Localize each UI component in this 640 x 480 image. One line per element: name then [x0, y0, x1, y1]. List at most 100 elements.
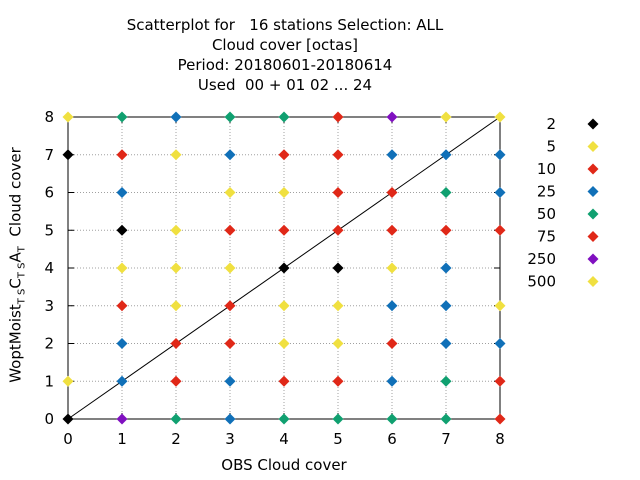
- x-tick-label: 1: [117, 430, 127, 448]
- data-point: [170, 375, 182, 387]
- data-point: [494, 338, 506, 349]
- legend-label: 50: [537, 205, 556, 223]
- chart-title-line-2: Cloud cover [octas]: [211, 36, 359, 54]
- data-point: [224, 413, 236, 425]
- data-point: [170, 413, 182, 425]
- data-point: [494, 149, 506, 161]
- data-point: [116, 187, 128, 198]
- data-point: [62, 375, 74, 387]
- data-point: [278, 262, 290, 274]
- x-tick-label: 4: [279, 430, 289, 448]
- data-point: [170, 338, 182, 349]
- data-point: [440, 111, 452, 123]
- data-point: [440, 338, 452, 349]
- data-point: [62, 111, 74, 123]
- data-point: [116, 413, 128, 425]
- x-axis-label: OBS Cloud cover: [221, 456, 347, 474]
- data-point: [224, 338, 236, 349]
- data-point: [440, 300, 452, 312]
- data-point: [170, 224, 182, 236]
- data-point: [332, 375, 344, 387]
- data-point: [224, 262, 236, 274]
- data-point: [494, 413, 506, 425]
- data-point: [116, 111, 128, 123]
- x-tick-label: 3: [225, 430, 235, 448]
- x-tick-label: 2: [171, 430, 181, 448]
- x-tick-label: 5: [333, 430, 343, 448]
- x-tick-label: 8: [495, 430, 505, 448]
- data-point: [494, 187, 506, 198]
- axis-ticks: 0 1 2 3 4 5 6 7 8 0 1 2 3 4 5 6 7 8: [44, 108, 504, 448]
- legend-marker: [587, 163, 599, 175]
- y-axis-label: WoptMoistT SCT SAT Cloud cover: [6, 147, 28, 383]
- data-point: [386, 262, 398, 274]
- data-point: [278, 224, 290, 236]
- data-point: [440, 375, 452, 387]
- legend-label: 25: [537, 183, 556, 201]
- legend-label: 75: [537, 228, 556, 246]
- data-point: [224, 111, 236, 123]
- legend-marker: [587, 186, 599, 197]
- data-point: [332, 413, 344, 425]
- legend-marker: [587, 141, 599, 152]
- data-point: [332, 224, 344, 236]
- data-point: [494, 224, 506, 236]
- data-point: [224, 300, 236, 312]
- data-point: [386, 338, 398, 349]
- data-point: [440, 413, 452, 425]
- data-point: [170, 111, 182, 123]
- data-point: [440, 224, 452, 236]
- data-point: [170, 300, 182, 312]
- data-point: [278, 338, 290, 349]
- y-tick-label: 7: [44, 146, 54, 164]
- x-tick-label: 6: [387, 430, 397, 448]
- legend-label: 2: [546, 115, 556, 133]
- data-point: [278, 187, 290, 198]
- data-point: [278, 149, 290, 161]
- legend-label: 5: [546, 138, 556, 156]
- y-tick-label: 3: [44, 297, 54, 315]
- legend-marker: [587, 208, 599, 220]
- data-point: [224, 187, 236, 198]
- legend-marker: [587, 231, 599, 242]
- legend-marker: [587, 253, 599, 265]
- y-tick-label: 0: [44, 410, 54, 428]
- data-point: [332, 149, 344, 161]
- y-tick-label: 8: [44, 108, 54, 126]
- legend-marker: [587, 118, 599, 130]
- data-point: [62, 149, 74, 161]
- data-point: [386, 413, 398, 425]
- data-point: [278, 111, 290, 123]
- y-tick-label: 4: [44, 259, 54, 277]
- x-tick-label: 7: [441, 430, 451, 448]
- data-point: [170, 262, 182, 274]
- data-points: [62, 111, 506, 425]
- data-point: [494, 300, 506, 312]
- data-point: [116, 338, 128, 349]
- data-point: [278, 413, 290, 425]
- x-tick-label: 0: [63, 430, 73, 448]
- data-point: [224, 224, 236, 236]
- data-point: [224, 149, 236, 161]
- data-point: [332, 338, 344, 349]
- data-point: [332, 187, 344, 198]
- chart-title-line-3: Period: 20180601-20180614: [177, 56, 393, 74]
- data-point: [332, 111, 344, 123]
- data-point: [386, 224, 398, 236]
- y-tick-label: 2: [44, 335, 54, 353]
- y-tick-label: 5: [44, 221, 54, 239]
- data-point: [116, 224, 128, 236]
- data-point: [116, 262, 128, 274]
- legend-label: 10: [537, 160, 556, 178]
- data-point: [332, 262, 344, 274]
- legend-marker: [587, 276, 599, 287]
- data-point: [116, 149, 128, 161]
- data-point: [116, 300, 128, 312]
- legend-label: 500: [527, 273, 556, 291]
- chart-title-line-1: Scatterplot for 16 stations Selection: A…: [126, 16, 444, 34]
- data-point: [386, 300, 398, 312]
- data-point: [224, 375, 236, 387]
- data-point: [386, 149, 398, 161]
